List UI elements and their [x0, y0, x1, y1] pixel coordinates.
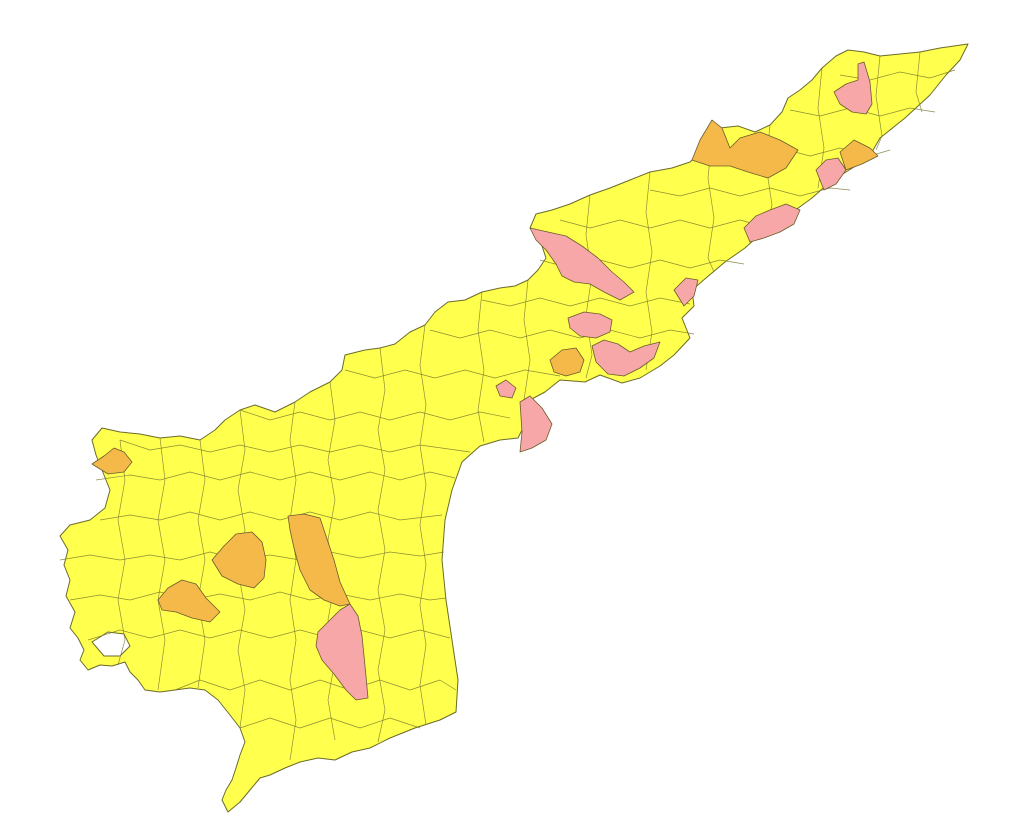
region-medium-4[interactable]	[287, 513, 351, 607]
region-medium-3[interactable]	[211, 531, 267, 589]
region-high-5[interactable]	[567, 311, 613, 339]
lake-hole	[91, 631, 131, 657]
region-medium-5[interactable]	[549, 347, 585, 377]
region-high-4[interactable]	[529, 227, 635, 301]
highlight-regions	[91, 61, 879, 701]
region-high-1[interactable]	[315, 603, 369, 701]
region-high-7[interactable]	[673, 277, 699, 307]
state-outline	[59, 43, 969, 813]
region-medium-2[interactable]	[157, 579, 221, 623]
region-medium-1[interactable]	[91, 447, 133, 475]
region-high-6[interactable]	[591, 339, 661, 377]
region-medium-6[interactable]	[691, 119, 799, 179]
region-high-8[interactable]	[743, 203, 801, 243]
region-high-3[interactable]	[495, 379, 517, 399]
region-high-10[interactable]	[833, 61, 873, 115]
region-high-9[interactable]	[815, 157, 847, 191]
region-high-2[interactable]	[519, 395, 553, 453]
